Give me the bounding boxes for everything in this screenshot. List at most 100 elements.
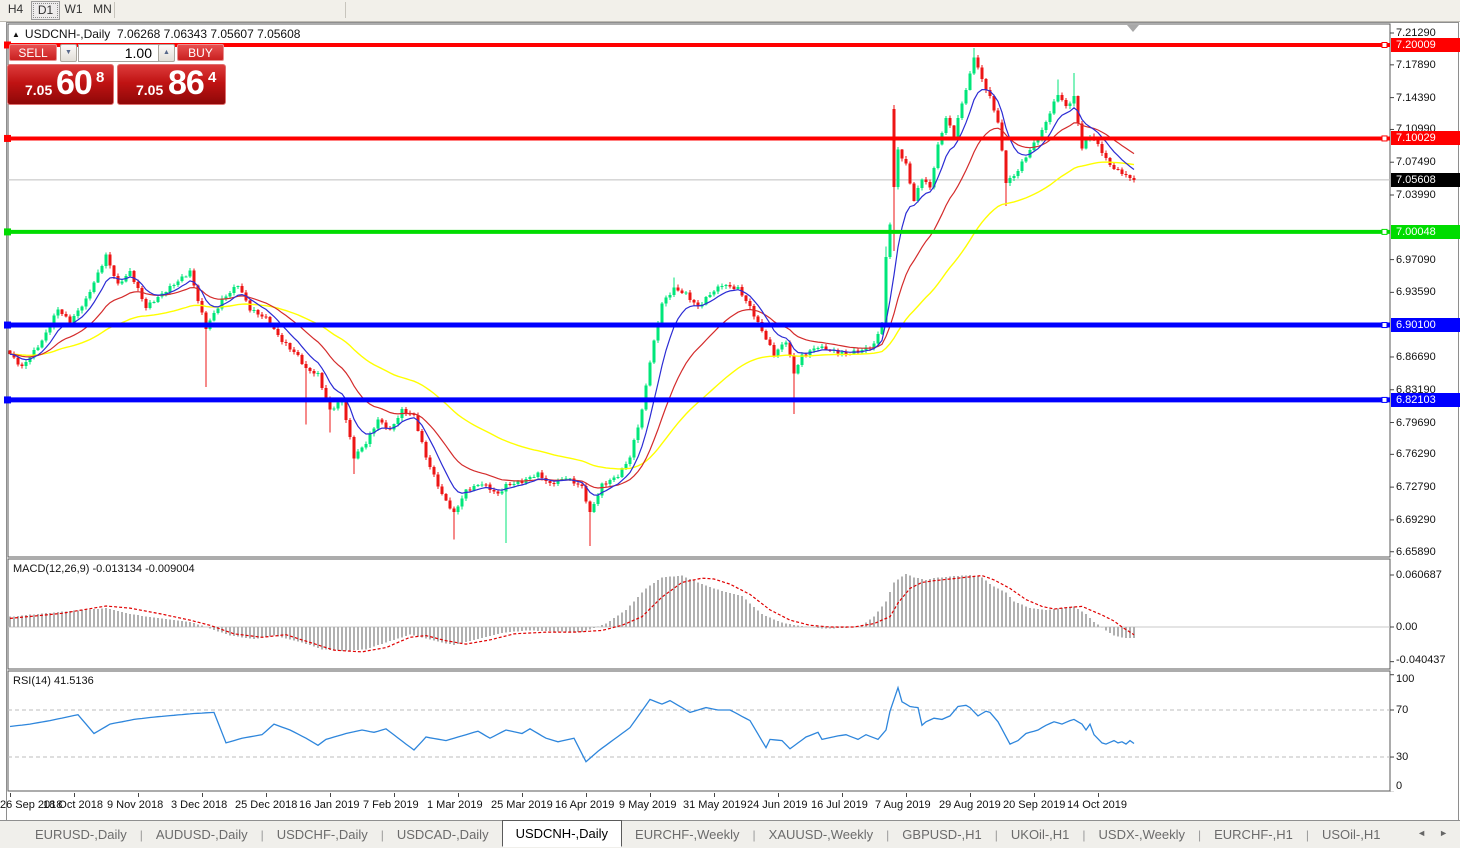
date-tick (266, 793, 267, 797)
sell-price-big: 60 (56, 64, 93, 102)
macd-axis-label: 0.060687 (1396, 569, 1442, 581)
date-tick (522, 793, 523, 797)
chart-tab-eurusd-daily[interactable]: EURUSD-,Daily (35, 827, 127, 842)
buy-price-panel[interactable]: 7.05 86 4 (117, 64, 226, 105)
price-tick-label: 6.93590 (1396, 286, 1436, 299)
date-tick-label: 29 Aug 2019 (939, 799, 1001, 811)
volume-decrease-button[interactable]: ▼ (60, 44, 77, 62)
date-tick-label: 24 Jun 2019 (747, 799, 808, 811)
price-tick-label: 7.17890 (1396, 58, 1436, 71)
date-tick (586, 793, 587, 797)
date-tick (970, 793, 971, 797)
chart-tab-audusd-daily[interactable]: AUDUSD-,Daily (155, 827, 248, 842)
rsi-axis-label: 70 (1396, 704, 1409, 716)
tab-separator: | (752, 827, 756, 842)
rsi-panel-canvas[interactable]: RSI(14) 41.5136 (0, 670, 1460, 792)
tabs-scroll-left-icon[interactable]: ◄ (1417, 828, 1426, 838)
date-tick (906, 793, 907, 797)
date-tick-label: 25 Mar 2019 (491, 799, 553, 811)
toolbar-separator (345, 2, 346, 18)
tab-separator: | (139, 827, 143, 842)
chart-tab-eurchf-weekly[interactable]: EURCHF-,Weekly (635, 827, 740, 842)
current-price-badge: 7.05608 (1391, 172, 1460, 187)
tabs-scroll-right-icon[interactable]: ► (1439, 828, 1448, 838)
macd-panel-canvas[interactable]: MACD(12,26,9) -0.013134 -0.009004 (0, 558, 1460, 670)
rsi-axis-label: 30 (1396, 751, 1409, 764)
date-tick-label: 9 May 2019 (619, 799, 677, 811)
volume-input[interactable]: 1.00 (78, 44, 159, 62)
rsi-label: RSI(14) 41.5136 (13, 675, 94, 687)
date-tick (650, 793, 651, 797)
date-tick-label: 3 Dec 2018 (171, 799, 228, 811)
date-tick (778, 793, 779, 797)
date-tick (842, 793, 843, 797)
tab-separator: | (994, 827, 998, 842)
one-click-trading-panel: SELL ▼ 1.00 ▲ BUY 7.05 60 8 7.05 86 4 (7, 44, 226, 105)
chart-tab-gbpusd-h1[interactable]: GBPUSD-,H1 (902, 827, 982, 842)
price-tick-label: 6.86690 (1396, 350, 1436, 363)
price-tick-label: 6.72790 (1396, 481, 1436, 494)
sell-price-sup: 8 (96, 69, 105, 86)
price-tick-label: 6.69290 (1396, 513, 1436, 526)
date-tick-label: 7 Aug 2019 (875, 799, 931, 811)
date-tick-label: 7 Feb 2019 (363, 799, 419, 811)
timeframe-toolbar: H4 D1 W1 MN (0, 0, 1460, 22)
collapse-arrow-icon[interactable]: ▲ (12, 30, 20, 39)
chart-tab-ukoil-h1[interactable]: UKOil-,H1 (1010, 827, 1070, 842)
sell-price-small: 7.05 (25, 82, 53, 98)
price-tick-label: 6.83190 (1396, 383, 1436, 396)
date-tick-label: 16 Apr 2019 (555, 799, 615, 811)
price-tick-label: 7.03990 (1396, 188, 1436, 201)
price-tick-label: 7.07490 (1396, 156, 1436, 169)
date-tick-label: 20 Sep 2019 (1003, 799, 1066, 811)
date-tick (10, 793, 11, 797)
buy-button[interactable]: BUY (177, 44, 224, 61)
tab-separator: | (886, 827, 890, 842)
date-tick-label: 18 Oct 2018 (43, 799, 103, 811)
timeframe-button-mn[interactable]: MN (93, 2, 112, 16)
chart-tab-usdx-weekly[interactable]: USDX-,Weekly (1098, 827, 1185, 842)
date-tick (74, 793, 75, 797)
price-tick-label: 6.76290 (1396, 448, 1436, 461)
buy-price-big: 86 (168, 64, 205, 102)
tab-separator: | (1197, 827, 1202, 842)
chart-symbol-label: USDCNH-,Daily (24, 27, 111, 41)
tab-separator: | (1082, 827, 1086, 842)
sell-price-panel[interactable]: 7.05 60 8 (7, 64, 114, 105)
date-tick-label: 14 Oct 2019 (1067, 799, 1127, 811)
price-line-badge: 7.10029 (1391, 131, 1460, 146)
price-line-badge: 7.20009 (1391, 38, 1460, 52)
timeframe-button-d1[interactable]: D1 (31, 1, 60, 20)
chart-tab-usdcad-daily[interactable]: USDCAD-,Daily (396, 827, 489, 842)
price-chart-canvas[interactable] (0, 22, 1460, 558)
date-tick (714, 793, 715, 797)
chart-tab-usoil-h1[interactable]: USOil-,H1 (1321, 827, 1381, 842)
chart-tab-usdchf-daily[interactable]: USDCHF-,Daily (276, 827, 368, 842)
price-tick-label: 6.79690 (1396, 416, 1436, 429)
chart-tab-eurchf-h1[interactable]: EURCHF-,H1 (1214, 827, 1293, 842)
chart-tab-bar: EURUSD-,Daily | AUDUSD-,Daily | USDCHF-,Dail… (0, 820, 1460, 848)
date-tick (202, 793, 203, 797)
timeframe-button-h4[interactable]: H4 (7, 2, 24, 16)
sell-button[interactable]: SELL (9, 44, 57, 61)
date-tick (138, 793, 139, 797)
date-tick-label: 16 Jul 2019 (811, 799, 868, 811)
rsi-axis-label: 0 (1396, 780, 1403, 792)
macd-axis-label: 0.00 (1396, 621, 1418, 633)
date-tick-label: 31 May 2019 (683, 799, 747, 811)
date-tick (1034, 793, 1035, 797)
timeframe-button-w1[interactable]: W1 (64, 2, 83, 16)
price-line-badge: 6.82103 (1391, 392, 1460, 407)
price-line-badge: 7.00048 (1391, 224, 1460, 239)
price-tick-label: 6.97090 (1396, 253, 1436, 266)
volume-increase-button[interactable]: ▲ (158, 44, 175, 62)
chart-tab-usdcnh-daily[interactable]: USDCNH-,Daily (501, 820, 623, 847)
chart-tab-xauusd-weekly[interactable]: XAUUSD-,Weekly (768, 827, 874, 842)
macd-label: MACD(12,26,9) -0.013134 -0.009004 (13, 563, 195, 575)
price-tick-label: 6.65890 (1396, 545, 1436, 558)
price-tick-label: 7.14390 (1396, 91, 1436, 104)
date-tick-label: 16 Jan 2019 (299, 799, 360, 811)
candlesticks (8, 47, 1136, 546)
date-tick-label: 9 Nov 2018 (107, 799, 164, 811)
chart-title: ▲ USDCNH-,Daily 7.06268 7.06343 7.05607 7… (12, 27, 300, 41)
